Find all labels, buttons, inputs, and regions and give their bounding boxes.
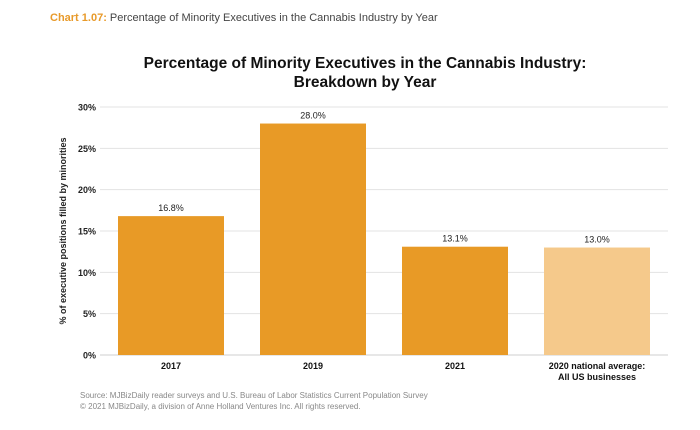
data-label: 13.0% — [584, 235, 610, 245]
y-tick-label: 5% — [83, 309, 96, 319]
y-tick-label: 10% — [78, 268, 96, 278]
data-label: 16.8% — [158, 203, 184, 213]
bar — [260, 123, 366, 356]
chart-title-line2: Breakdown by Year — [293, 74, 437, 91]
source-note: Source: MJBizDaily reader surveys and U.… — [80, 391, 428, 400]
x-tick-label: 2021 — [445, 361, 465, 371]
x-tick-label: All US businesses — [558, 372, 636, 382]
x-tick-label: 2020 national average: — [549, 361, 646, 371]
bar — [402, 246, 508, 355]
chart-footer: Source: MJBizDaily reader surveys and U.… — [80, 390, 428, 412]
x-tick-label: 2017 — [161, 361, 181, 371]
chart-number: Chart 1.07: — [50, 12, 107, 24]
y-axis-label: % of executive positions filled by minor… — [58, 137, 68, 324]
x-tick-label: 2019 — [303, 361, 323, 371]
bar — [544, 247, 650, 355]
data-label: 28.0% — [300, 111, 326, 121]
bar-chart: 0% 5% 10% 15% 20% 25% 30% % of executive positi… — [58, 103, 668, 382]
y-tick-label: 15% — [78, 227, 96, 237]
y-tick-label: 30% — [78, 103, 96, 113]
y-tick-label: 0% — [83, 351, 96, 361]
chart-title-line1: Percentage of Minority Executives in the… — [143, 55, 587, 72]
chart-title: Percentage of Minority Executives in the… — [130, 54, 600, 92]
y-tick-label: 20% — [78, 185, 96, 195]
data-label: 13.1% — [442, 234, 468, 244]
copyright-note: © 2021 MJBizDaily, a division of Anne Ho… — [80, 402, 361, 411]
y-tick-label: 25% — [78, 144, 96, 154]
chart-caption-text: Percentage of Minority Executives in the… — [106, 12, 438, 24]
bar — [118, 216, 224, 355]
chart-caption: Chart 1.07: Percentage of Minority Execu… — [50, 12, 438, 24]
